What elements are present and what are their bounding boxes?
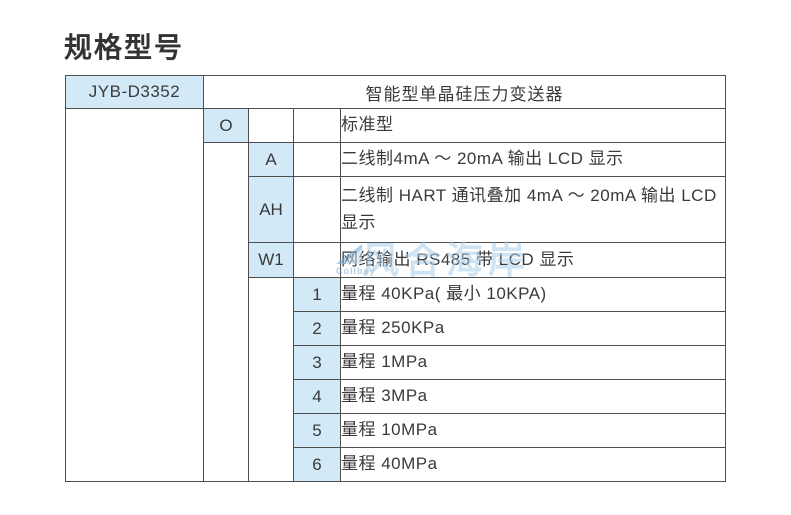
option-description-cell: 二线制 HART 通讯叠加 4mA ～ 20mA 输出 LCD 显示 [340,176,726,243]
product-name-cell: 智能型单晶硅压力变送器 [203,75,726,109]
option-description-cell: 标准型 [340,108,726,143]
range-code-cell: 6 [293,447,341,482]
table-row: O 标准型 [65,108,726,482]
table-row: 6 量程 40MPa [66,447,726,482]
table-row: AH 二线制 HART 通讯叠加 4mA ～ 20mA 输出 LCD 显示 [66,176,726,243]
range-description-cell: 量程 40KPa( 最小 10KPA) [340,277,726,312]
range-code-cell: 5 [293,413,341,448]
option-description-cell: 网络输出 RS485 带 LCD 显示 [340,242,726,278]
range-code-cell: 2 [293,311,341,346]
option-code-cell: W1 [248,242,294,278]
range-code-cell: 4 [293,379,341,414]
range-code-cell: 3 [293,345,341,380]
model-cell: JYB-D3352 [65,75,204,109]
table-row: 5 量程 10MPa [66,413,726,448]
empty-cell [293,176,341,243]
range-description-cell: 量程 250KPa [340,311,726,346]
table-row: JYB-D3352 智能型单晶硅压力变送器 [65,75,726,109]
table-row: 2 量程 250KPa [66,311,726,346]
option-code-cell: AH [248,176,294,243]
range-description-cell: 量程 3MPa [340,379,726,414]
empty-cell [293,242,341,278]
range-description-cell: 量程 1MPa [340,345,726,380]
empty-cell [293,108,341,143]
range-description-cell: 量程 40MPa [340,447,726,482]
code-column-empty-cell [248,277,294,482]
empty-cell [293,142,341,177]
page-title: 规格型号 [64,32,185,63]
table-row: 1 量程 40KPa( 最小 10KPA) [66,277,726,482]
output-column-empty-cell [203,142,249,482]
option-code-cell: O [203,108,249,143]
option-description-cell: 二线制4mA ～ 20mA 输出 LCD 显示 [340,142,726,177]
range-code-cell: 1 [293,277,341,312]
table-row: 4 量程 3MPa [66,379,726,414]
table-row: W1 网络输出 RS485 带 LCD 显示 [66,242,726,278]
model-column-empty-cell [65,108,204,482]
option-code-cell: A [248,142,294,177]
range-description-cell: 量程 10MPa [340,413,726,448]
table-row: A 二线制4mA ～ 20mA 输出 LCD 显示 [66,142,726,482]
spec-table: JYB-D3352 智能型单晶硅压力变送器 O 标准型 A 二线制4mA ～ 2… [65,75,726,482]
empty-cell [248,108,294,143]
